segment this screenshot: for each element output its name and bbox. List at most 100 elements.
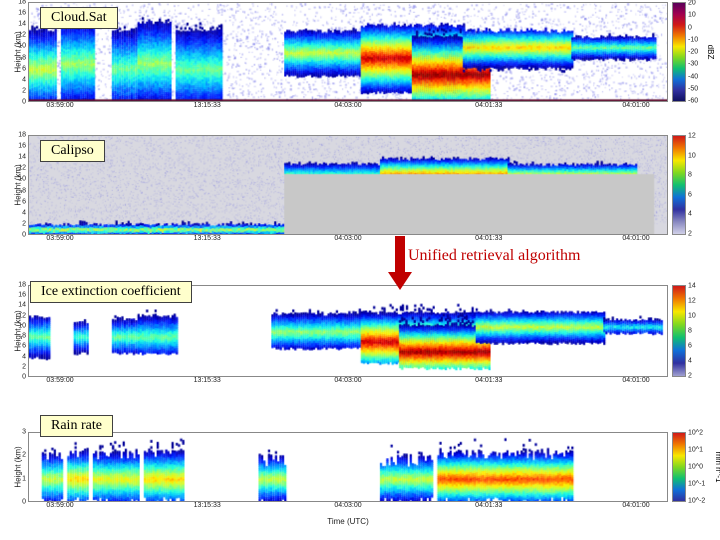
colorbar-tick: 12 (688, 133, 696, 140)
plot-area (28, 135, 668, 235)
colorbar-tick: 10^2 (688, 430, 703, 437)
x-tick: 13:15:33 (194, 235, 221, 242)
y-tick: 12 (18, 32, 26, 39)
colorbar-tick: 6 (688, 191, 692, 198)
panel-rain_rate: Height (km)012310^210^110^010^-110^-2mm … (0, 432, 720, 520)
x-tick: 04:01:33 (475, 235, 502, 242)
y-tick: 6 (22, 198, 26, 205)
y-tick: 18 (18, 132, 26, 139)
colorbar-tick: 4 (688, 211, 692, 218)
y-tick: 12 (18, 312, 26, 319)
colorbar-tick: 10 (688, 152, 696, 159)
x-axis: 03:59:0013:15:3304:03:0004:01:3304:01:00 (28, 102, 668, 116)
x-tick: 04:01:33 (475, 502, 502, 509)
x-tick: 04:03:00 (334, 377, 361, 384)
y-tick: 3 (22, 429, 26, 436)
colorbar: 20100-10-20-30-40-50-60dBZ (672, 2, 686, 102)
colorbar-tick: 10^1 (688, 447, 703, 454)
y-tick: 14 (18, 154, 26, 161)
y-tick: 18 (18, 282, 26, 289)
y-tick: 4 (22, 353, 26, 360)
y-tick: 6 (22, 65, 26, 72)
y-axis: Height (km)024681012141618 (0, 2, 28, 102)
x-tick: 04:01:00 (622, 502, 649, 509)
x-tick: 13:15:33 (194, 102, 221, 109)
y-tick: 18 (18, 0, 26, 6)
panel-calipso: Height (km)0246810121416181210864203:59:… (0, 135, 720, 253)
colorbar-tick: 2 (688, 231, 692, 238)
y-tick: 12 (18, 165, 26, 172)
panel-label-cloudsat: Cloud.Sat (40, 7, 118, 29)
panel-label-rain_rate: Rain rate (40, 415, 113, 437)
y-tick: 8 (22, 333, 26, 340)
y-tick: 16 (18, 143, 26, 150)
x-tick: 04:03:00 (334, 235, 361, 242)
y-tick: 8 (22, 187, 26, 194)
x-tick: 04:03:00 (334, 502, 361, 509)
y-tick: 4 (22, 209, 26, 216)
y-tick: 2 (22, 363, 26, 370)
y-tick: 0 (22, 99, 26, 106)
colorbar-tick: -10 (688, 36, 698, 43)
colorbar-label: dBZ (706, 45, 715, 60)
panel-label-ice_ext: Ice extinction coefficient (30, 281, 192, 303)
plot-canvas (29, 433, 667, 501)
colorbar: 12108642 (672, 135, 686, 235)
x-tick: 04:03:00 (334, 102, 361, 109)
y-tick: 2 (22, 220, 26, 227)
y-tick: 2 (22, 87, 26, 94)
colorbar-label: mm h^-1 (714, 452, 720, 483)
colorbar-tick: -30 (688, 61, 698, 68)
colorbar-tick: 10^0 (688, 464, 703, 471)
x-tick: 04:01:00 (622, 377, 649, 384)
plot-area (28, 432, 668, 502)
y-tick: 0 (22, 374, 26, 381)
colorbar-tick: 6 (688, 343, 692, 350)
y-tick: 1 (22, 475, 26, 482)
x-tick: 13:15:33 (194, 502, 221, 509)
y-tick: 14 (18, 21, 26, 28)
colorbar-tick: 12 (688, 298, 696, 305)
colorbar-tick: 8 (688, 172, 692, 179)
y-tick: 10 (18, 43, 26, 50)
x-tick: 04:01:33 (475, 377, 502, 384)
colorbar-tick: 10 (688, 313, 696, 320)
y-axis: Height (km)024681012141618 (0, 285, 28, 377)
y-tick: 0 (22, 499, 26, 506)
plot-canvas (29, 136, 667, 234)
colorbar-tick: -50 (688, 85, 698, 92)
colorbar-tick: 2 (688, 373, 692, 380)
colorbar-tick: 10^-1 (688, 481, 705, 488)
x-tick: 04:01:00 (622, 102, 649, 109)
y-tick: 8 (22, 54, 26, 61)
colorbar-tick: -20 (688, 49, 698, 56)
y-tick: 14 (18, 302, 26, 309)
x-axis-label: Time (UTC) (327, 517, 368, 526)
x-tick: 03:59:00 (46, 235, 73, 242)
colorbar-tick: 0 (688, 24, 692, 31)
colorbar: 1412108642 (672, 285, 686, 377)
annotation-unified-retrieval: Unified retrieval algorithm (408, 247, 580, 265)
colorbar-tick: 10 (688, 12, 696, 19)
x-tick: 04:01:00 (622, 235, 649, 242)
x-tick: 03:59:00 (46, 377, 73, 384)
y-tick: 16 (18, 10, 26, 17)
colorbar-tick: 20 (688, 0, 696, 7)
y-tick: 10 (18, 322, 26, 329)
y-axis: Height (km)024681012141618 (0, 135, 28, 235)
x-axis: 03:59:00 13:15:33 04:03:00 04:01:33 04:01:00… (28, 502, 668, 516)
x-axis: 03:59:0013:15:3304:03:0004:01:3304:01:00 (28, 377, 668, 391)
x-tick: 03:59:00 (46, 502, 73, 509)
x-tick: 03:59:00 (46, 102, 73, 109)
y-tick: 16 (18, 292, 26, 299)
y-tick: 6 (22, 343, 26, 350)
plot-area (28, 2, 668, 102)
y-tick: 2 (22, 452, 26, 459)
colorbar-tick: -60 (688, 98, 698, 105)
colorbar-tick: 4 (688, 358, 692, 365)
colorbar-tick: 14 (688, 283, 696, 290)
y-tick: 0 (22, 232, 26, 239)
plot-canvas (29, 3, 667, 101)
y-tick: 10 (18, 176, 26, 183)
colorbar-tick: -40 (688, 73, 698, 80)
